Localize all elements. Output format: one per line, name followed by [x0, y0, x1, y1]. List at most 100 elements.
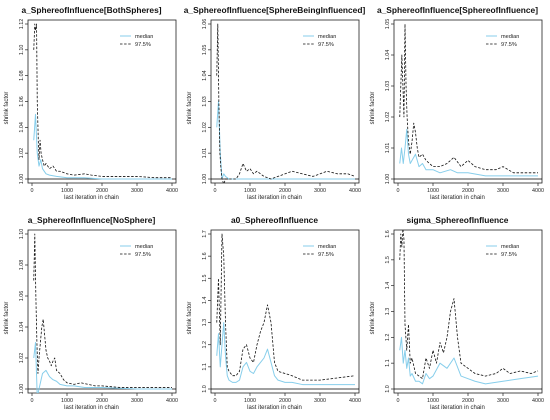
y-tick-label: 1.7: [202, 230, 208, 238]
chart-plot: 1.00 1.02 1.04 1.06 1.08 1.10 1.12 0 1000 2000 300…: [19, 19, 178, 194]
x-tick-label: 1000: [244, 398, 256, 404]
legend-median-label: median: [501, 244, 519, 250]
x-axis-label: last iteration in chain: [64, 405, 119, 411]
x-tick-label: 1000: [427, 188, 439, 194]
y-tick-label: 1.06: [19, 96, 25, 107]
quantile-975-line: [399, 23, 538, 174]
y-tick-label: 1.01: [385, 143, 391, 154]
quantile-975-line: [399, 230, 539, 380]
x-axis-label: last iteration in chain: [247, 405, 302, 411]
median-line: [399, 128, 538, 177]
y-tick-label: 1.04: [385, 50, 391, 61]
y-tick-label: 1.00: [19, 174, 25, 185]
x-tick-label: 3000: [314, 188, 326, 194]
y-tick-label: 1.03: [202, 96, 208, 107]
legend-975-label: 97.5%: [135, 252, 151, 258]
x-tick-label: 4000: [532, 398, 544, 404]
y-tick-label: 1.5: [202, 275, 208, 283]
x-tick-label: 2000: [96, 188, 108, 194]
chart-panel-5: a0_SphereofInfluence shrink factor last …: [183, 210, 366, 420]
x-tick-label: 3000: [131, 188, 143, 194]
y-tick-label: 1.02: [19, 353, 25, 364]
chart-panel-6: sigma_SphereofInfluence shrink factor la…: [366, 210, 549, 420]
plot-frame: [393, 19, 543, 184]
y-tick-label: 1.00: [202, 174, 208, 185]
y-tick-label: 1.02: [19, 148, 25, 159]
chart-title: a_SphereofInfluence[NoSphere]: [27, 215, 156, 225]
y-tick-label: 1.04: [202, 70, 208, 81]
x-axis-label: last iteration in chain: [247, 195, 302, 201]
y-tick-label: 1.2: [202, 341, 208, 349]
y-tick-label: 1.10: [19, 229, 25, 240]
y-tick-label: 1.06: [202, 19, 208, 30]
y-tick-label: 1.00: [385, 174, 391, 185]
chart-plot: 1.00 1.01 1.02 1.03 1.04 1.05 0 1000 2000 3000 400…: [385, 19, 544, 194]
y-tick-label: 1.05: [385, 19, 391, 30]
y-tick-label: 1.08: [19, 70, 25, 81]
x-tick-label: 0: [31, 398, 34, 404]
chart-panel-3: a_SphereofInfluence[SphereofInfluence] s…: [366, 0, 549, 210]
y-tick-label: 1.6: [202, 252, 208, 260]
x-tick-label: 1000: [61, 398, 73, 404]
y-tick-label: 1.12: [19, 19, 25, 30]
x-tick-label: 1000: [244, 188, 256, 194]
y-tick-label: 1.1: [202, 363, 208, 371]
legend-median-label: median: [135, 34, 153, 40]
y-tick-label: 1.00: [19, 384, 25, 395]
x-tick-label: 0: [397, 398, 400, 404]
x-tick-label: 0: [214, 188, 217, 194]
x-tick-label: 4000: [349, 398, 361, 404]
chart-title: a_SphereofInfluence[SphereBeingInfluence…: [183, 5, 366, 15]
legend-975-label: 97.5%: [501, 252, 517, 258]
y-tick-label: 1.5: [385, 256, 391, 264]
legend-975-label: 97.5%: [318, 42, 334, 48]
median-line: [33, 342, 172, 393]
legend-median-label: median: [318, 244, 336, 250]
x-tick-label: 2000: [279, 188, 291, 194]
chart-title: a0_SphereofInfluence: [230, 215, 319, 225]
quantile-975-line: [33, 23, 172, 179]
chart-panel-2: a_SphereofInfluence[SphereBeingInfluence…: [183, 0, 366, 210]
x-tick-label: 2000: [462, 188, 474, 194]
legend-median-label: median: [318, 34, 336, 40]
legend-975-label: 97.5%: [135, 42, 151, 48]
x-axis-label: last iteration in chain: [430, 195, 485, 201]
x-tick-label: 3000: [497, 398, 509, 404]
y-tick-label: 1.02: [385, 112, 391, 123]
x-tick-label: 3000: [131, 398, 143, 404]
chart-panel-4: a_SphereofInfluence[NoSphere] shrink fac…: [0, 210, 183, 420]
x-tick-label: 4000: [166, 398, 178, 404]
y-tick-label: 1.04: [19, 122, 25, 133]
x-tick-label: 0: [397, 188, 400, 194]
x-tick-label: 1000: [427, 398, 439, 404]
median-line: [33, 113, 172, 180]
y-tick-label: 1.01: [202, 148, 208, 159]
y-tick-label: 1.03: [385, 81, 391, 92]
y-tick-label: 1.06: [19, 291, 25, 302]
legend-975-label: 97.5%: [318, 252, 334, 258]
y-tick-label: 1.3: [385, 308, 391, 316]
x-tick-label: 2000: [96, 398, 108, 404]
x-axis-label: last iteration in chain: [430, 405, 485, 411]
legend-median-label: median: [135, 244, 153, 250]
y-tick-label: 1.4: [385, 282, 391, 290]
quantile-975-line: [33, 233, 172, 388]
median-line: [216, 101, 355, 180]
plot-frame: [210, 229, 360, 394]
x-tick-label: 4000: [166, 188, 178, 194]
y-tick-label: 1.6: [385, 230, 391, 238]
legend-975-label: 97.5%: [501, 42, 517, 48]
chart-plot: 1.0 1.1 1.2 1.3 1.4 1.5 1.6 0 1000 2000 3000 4000 me…: [385, 229, 544, 404]
y-tick-label: 1.3: [202, 319, 208, 327]
y-tick-label: 1.05: [202, 45, 208, 56]
quantile-975-line: [216, 233, 356, 381]
quantile-975-line: [216, 23, 356, 183]
y-tick-label: 1.08: [19, 260, 25, 271]
x-tick-label: 3000: [314, 398, 326, 404]
y-tick-label: 1.04: [19, 322, 25, 333]
y-tick-label: 1.0: [202, 385, 208, 393]
y-tick-label: 1.10: [19, 45, 25, 56]
chart-plot: 1.00 1.02 1.04 1.06 1.08 1.10 0 1000 2000 3000 400…: [19, 229, 178, 404]
chart-title: a_SphereofInfluence[SphereofInfluence]: [376, 5, 538, 15]
